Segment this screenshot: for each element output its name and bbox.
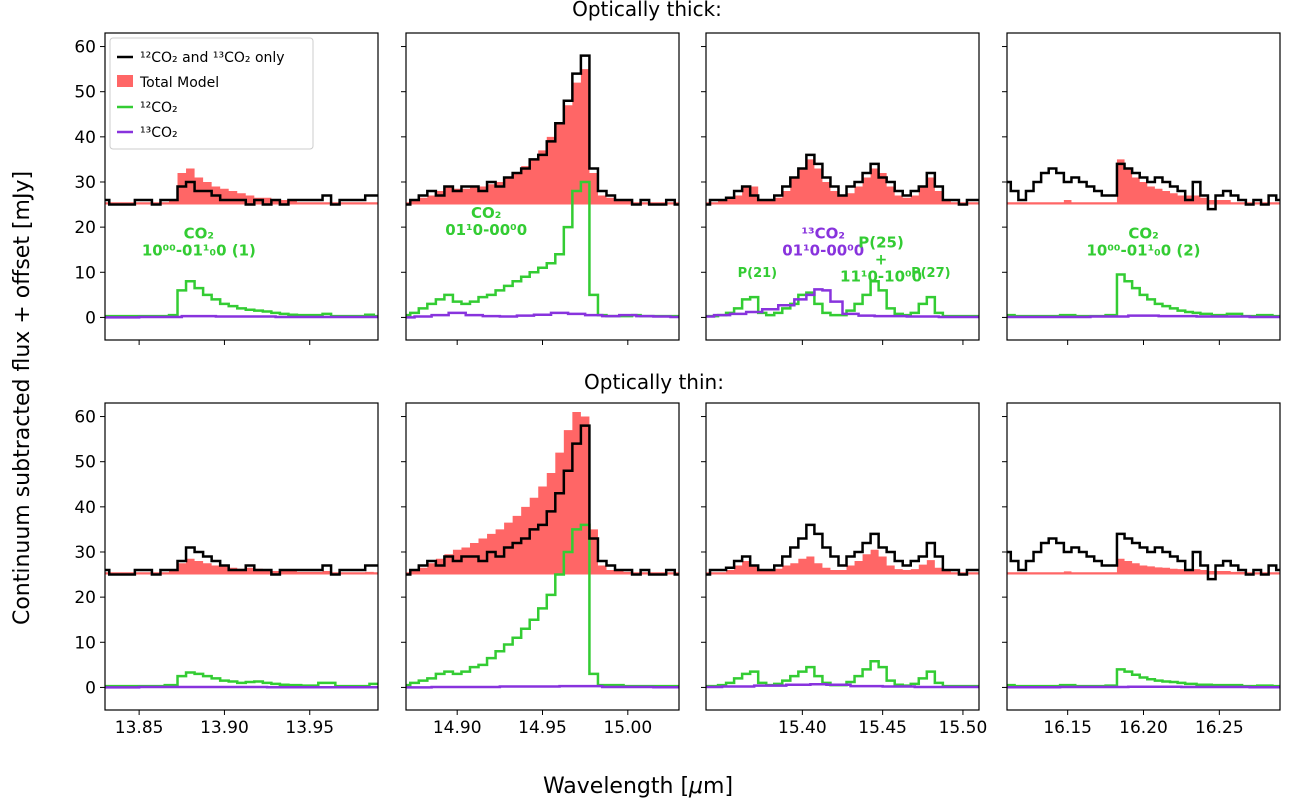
y-tick-label: 10 — [74, 633, 96, 653]
co2-12-line — [406, 523, 679, 688]
axes-frame — [705, 32, 980, 341]
x-tick-label: 15.45 — [858, 718, 907, 738]
y-tick-label: 40 — [74, 128, 96, 148]
co2-12-line — [1007, 273, 1280, 318]
plot-area — [706, 523, 979, 689]
total-model-fill — [105, 168, 378, 205]
axes-frame — [1006, 402, 1281, 711]
plot-area — [406, 412, 679, 689]
x-tick-label: 15.40 — [778, 718, 827, 738]
line-annotation: P(27) — [911, 266, 951, 281]
line-annotation: CO₂ 10⁰⁰-01¹₀0 (1) — [142, 224, 256, 259]
line-annotation: ¹³CO₂ 01¹0-00⁰0 — [782, 224, 864, 259]
axes-frame — [104, 402, 379, 711]
co2-13-line — [406, 311, 679, 319]
observed-line — [1007, 162, 1280, 211]
plot-area — [1007, 532, 1280, 689]
legend-swatch — [117, 75, 133, 87]
y-tick-label: 0 — [85, 678, 96, 698]
total-model-fill — [406, 412, 679, 575]
y-tick-label: 30 — [74, 173, 96, 193]
observed-line — [706, 523, 979, 576]
panel-1: CO₂ 10⁰⁰-01¹₀0 (1) 0 10 20 30 40 50 60 — [74, 32, 379, 345]
axes-frame — [705, 402, 980, 711]
total-model-fill — [706, 159, 979, 205]
y-tick-label: 20 — [74, 588, 96, 608]
x-tick-label: 13.85 — [115, 718, 164, 738]
co2-12-line — [706, 659, 979, 688]
line-annotation: P(21) — [738, 266, 778, 281]
legend: ¹²CO₂ and ¹³CO₂ only Total Model ¹²CO₂ ¹³CO… — [109, 37, 314, 150]
panel-5: 0 10 20 30 40 50 60 13.85 13.90 13.95 — [74, 402, 379, 738]
co2-13-line — [105, 314, 378, 319]
observed-line — [706, 153, 979, 206]
row-title-thick: Optically thick: — [572, 0, 722, 21]
plot-area — [706, 153, 979, 319]
y-axis-label: Continuum subtracted flux + offset [mJy] — [10, 171, 35, 625]
observed-line — [406, 54, 679, 206]
axes-frame — [104, 32, 379, 341]
panel-2: CO₂ 01¹0-00⁰0 — [401, 32, 680, 345]
y-tick-label: 10 — [74, 263, 96, 283]
x-tick-label: 16.20 — [1119, 718, 1168, 738]
observed-line — [406, 424, 679, 576]
panel-4: CO₂ 10⁰⁰-01¹₀0 (2) — [1002, 32, 1281, 345]
panels: CO₂ 10⁰⁰-01¹₀0 (1) 0 10 20 30 40 50 60 CO₂ 01¹0-00… — [74, 32, 1281, 738]
observed-line — [105, 180, 378, 206]
y-tick-label: 30 — [74, 543, 96, 563]
observed-line — [1007, 532, 1280, 581]
y-tick-label: 60 — [74, 38, 96, 58]
co2-12-line — [105, 280, 378, 318]
panel-6: 14.90 14.95 15.00 — [401, 402, 680, 738]
x-tick-label: 14.90 — [433, 718, 482, 738]
legend-label: ¹³CO₂ — [140, 125, 178, 141]
x-tick-label: 13.95 — [285, 718, 334, 738]
panel-8: 16.15 16.20 16.25 — [1002, 402, 1281, 738]
legend-label: ¹²CO₂ — [140, 100, 178, 116]
x-tick-label: 13.90 — [200, 718, 249, 738]
row-title-thin: Optically thin: — [584, 370, 724, 394]
y-tick-label: 50 — [74, 83, 96, 103]
x-tick-label: 15.00 — [603, 718, 652, 738]
co2-12-line — [706, 280, 979, 318]
co2-12-line — [1007, 668, 1280, 688]
y-tick-label: 0 — [85, 308, 96, 328]
total-model-fill — [105, 558, 378, 575]
plot-area — [105, 168, 378, 319]
y-tick-label: 40 — [74, 498, 96, 518]
x-tick-label: 14.95 — [518, 718, 567, 738]
co2-13-line — [1007, 314, 1280, 319]
line-annotation: CO₂ 10⁰⁰-01¹₀0 (2) — [1086, 224, 1200, 259]
observed-line — [105, 546, 378, 576]
legend-box — [109, 37, 314, 150]
y-tick-label: 50 — [74, 453, 96, 473]
legend-label: ¹²CO₂ and ¹³CO₂ only — [140, 50, 285, 66]
line-annotation: CO₂ 01¹0-00⁰0 — [445, 204, 527, 239]
total-model-fill — [1007, 558, 1280, 575]
x-tick-label: 16.15 — [1043, 718, 1092, 738]
co2-12-line — [105, 671, 378, 688]
plot-area — [1007, 159, 1280, 319]
y-tick-label: 60 — [74, 408, 96, 428]
x-tick-label: 15.50 — [939, 718, 988, 738]
co2-13-line — [406, 684, 679, 689]
total-model-fill — [706, 549, 979, 575]
total-model-fill — [406, 69, 679, 205]
plot-area — [406, 54, 679, 319]
legend-label: Total Model — [139, 75, 219, 91]
line-annotation: P(25) +11¹0-10⁰0 — [840, 233, 922, 285]
total-model-fill — [1007, 159, 1280, 205]
x-axis-label: Wavelength [μm] — [543, 774, 733, 799]
co2-13-line — [706, 683, 979, 689]
co2-13-line — [706, 288, 979, 319]
y-tick-label: 20 — [74, 218, 96, 238]
plot-area — [105, 546, 378, 689]
panel-7: 15.40 15.45 15.50 — [701, 402, 988, 738]
x-tick-label: 16.25 — [1195, 718, 1244, 738]
